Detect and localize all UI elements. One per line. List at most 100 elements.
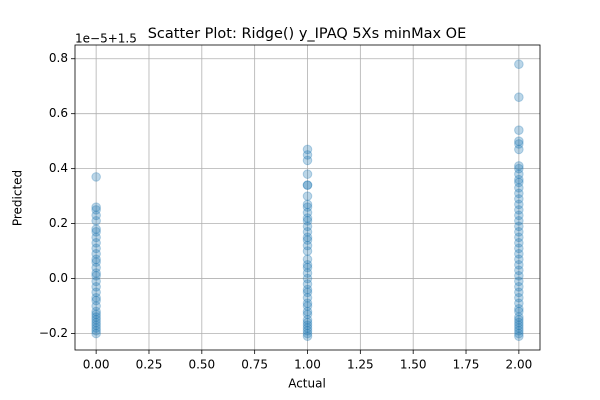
scatter-point [91,292,101,303]
scatter-point [302,268,313,278]
scatter-point [514,161,524,171]
y-tick-label: 0.0 [49,271,68,285]
scatter-point [302,323,313,333]
scatter-point [514,177,524,188]
scatter-point [514,216,524,226]
scatter-point [302,180,313,190]
scatter-point [91,320,101,331]
scatter-point [91,325,101,336]
scatter-point [91,323,101,333]
offset-text: 1e−5+1.5 [75,32,137,46]
scatter-point [514,221,524,232]
x-tick-label: 1.50 [400,358,427,372]
x-tick-label: 1.75 [453,358,480,372]
scatter-point [91,268,101,278]
chart-title: Scatter Plot: Ridge() y_IPAQ 5Xs minMax … [148,26,467,42]
scatter-point [302,240,313,251]
scatter-point [91,202,101,212]
scatter-point [514,317,524,328]
x-tick-label: 0.50 [188,358,215,372]
scatter-point [302,331,313,342]
scatter-point [514,312,524,322]
y-axis-label: Predicted [11,170,25,226]
scatter-point [514,136,524,146]
scatter-point [91,216,101,226]
scatter-point [514,298,524,309]
scatter-point [514,205,524,215]
scatter-point [302,213,313,223]
scatter-point [302,260,313,270]
y-tick-label: −0.2 [39,326,68,340]
scatter-point [302,298,313,309]
scatter-point [514,59,524,70]
scatter-point [514,163,524,174]
y-tick-label: 0.6 [49,106,68,120]
scatter-point [514,325,524,336]
scatter-point [91,224,101,234]
y-tick-label: 0.4 [49,161,68,175]
scatter-point [514,243,524,254]
x-tick-label: 0.00 [83,358,110,372]
scatter-point [91,172,101,182]
scatter-point [91,232,101,243]
scatter-point [91,287,101,298]
scatter-point [302,287,313,298]
scatter-point [302,284,313,295]
scatter-point [302,216,313,226]
scatter-point [302,306,313,317]
scatter-point [514,271,524,281]
scatter-point [302,273,313,284]
scatter-point [514,174,524,185]
scatter-point [91,276,101,287]
scatter-point [302,207,313,218]
scatter-point [91,306,101,317]
scatter-point [302,180,313,190]
scatter-point [302,279,313,289]
scatter-point [514,265,524,276]
scatter-point [514,238,524,248]
scatter-point [302,232,313,243]
scatter-point [302,328,313,339]
x-tick-label: 2.00 [506,358,533,372]
scatter-point [514,254,524,265]
scatter-point [91,262,101,273]
scatter-point [302,202,313,212]
scatter-point [302,169,313,179]
scatter-point [91,238,101,248]
scatter-point [514,125,524,135]
scatter-point [302,292,313,303]
scatter-point [91,328,101,339]
scatter-point [302,314,313,325]
scatter-point [514,282,524,292]
scatter-point [514,331,524,342]
scatter-point [514,323,524,333]
y-tick-label: 0.8 [49,51,68,65]
scatter-point [514,227,524,237]
scatter-point [302,246,313,256]
scatter-point [514,232,524,243]
scatter-point [91,249,101,259]
scatter-point [302,227,313,237]
scatter-point [91,210,101,221]
scatter-point [514,169,524,179]
scatter-point [514,188,524,199]
x-axis-label: Actual [288,377,326,391]
scatter-point [91,243,101,254]
scatter-point [302,262,313,273]
plot-frame [74,44,541,351]
scatter-point [514,314,524,325]
x-tick-label: 1.00 [294,358,321,372]
scatter-point [302,254,313,265]
x-tick-label: 1.25 [347,358,374,372]
scatter-point [302,325,313,336]
scatter-point [302,301,313,311]
scatter-point [514,260,524,270]
scatter-point [514,144,524,155]
x-tick-label: 0.75 [241,358,268,372]
scatter-point [514,292,524,303]
scatter-point [514,194,524,204]
scatter-point [514,287,524,298]
scatter-point [91,271,101,281]
scatter-point [91,205,101,215]
